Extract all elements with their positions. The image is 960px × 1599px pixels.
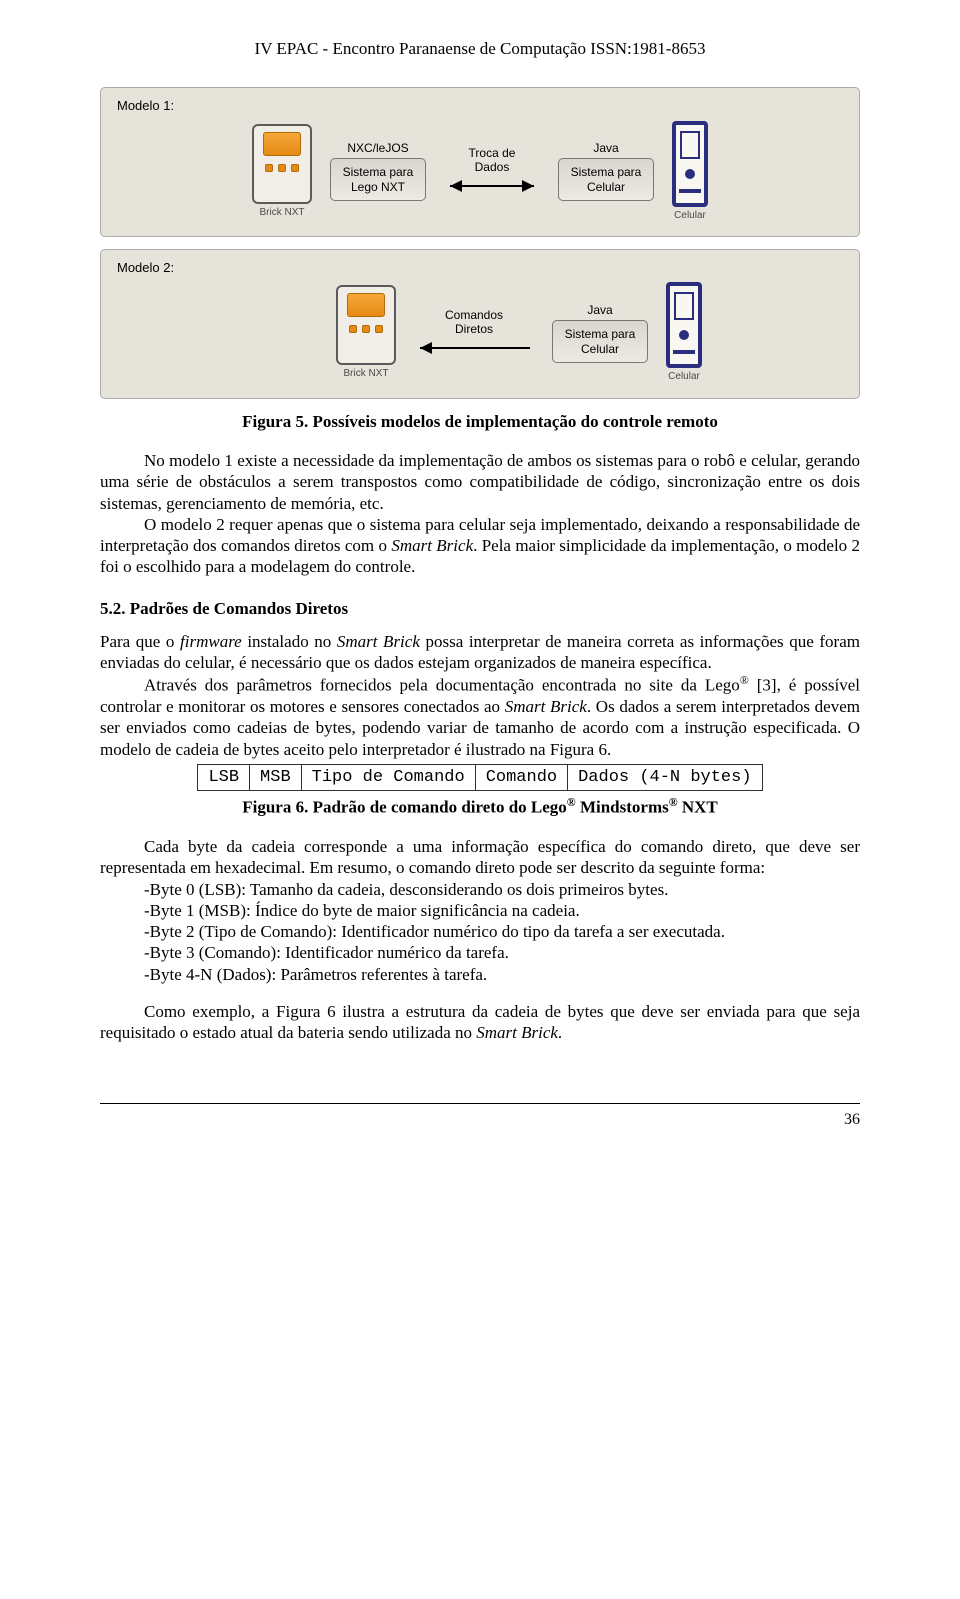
model1-label: Modelo 1: [117, 98, 843, 114]
bt-cell-3: Comando [475, 764, 567, 790]
nxt-caption-2: Brick NXT [344, 368, 389, 381]
p2b: Smart Brick [391, 536, 473, 555]
bt-cell-1: MSB [250, 764, 302, 790]
footer-rule [100, 1103, 860, 1104]
bt-cell-2: Tipo de Comando [301, 764, 475, 790]
brick-nxt-icon: Brick NXT [252, 124, 312, 220]
model2-panel: Modelo 2: Brick NXT Comandos Diretos [100, 249, 860, 399]
p4a: Através dos parâmetros fornecidos pela d… [144, 676, 740, 695]
arrow1-line2: Dados [475, 160, 510, 174]
byte-4: -Byte 4-N (Dados): Parâmetros referentes… [144, 964, 860, 985]
page-header: IV EPAC - Encontro Paranaense de Computa… [100, 38, 860, 59]
p6c: . [558, 1023, 562, 1042]
byte-0: -Byte 0 (LSB): Tamanho da cadeia, descon… [144, 879, 860, 900]
fig6c: NXT [678, 798, 718, 817]
byte-2: -Byte 2 (Tipo de Comando): Identificador… [144, 921, 860, 942]
bt-cell-4: Dados (4-N bytes) [568, 764, 762, 790]
cel-caption-2: Celular [668, 371, 700, 384]
sys-right-line1: Sistema para [571, 165, 642, 179]
fig6a: Figura 6. Padrão de comando direto do Le… [242, 798, 567, 817]
paragraph-2: O modelo 2 requer apenas que o sistema p… [100, 514, 860, 578]
p3a: Para que o [100, 632, 180, 651]
p6b: Smart Brick [476, 1023, 558, 1042]
model1-panel: Modelo 1: Brick NXT NXC/leJOS Sistema pa… [100, 87, 860, 237]
direct-commands-arrow-icon: Comandos Diretos [414, 309, 534, 357]
paragraph-6: Como exemplo, a Figura 6 ilustra a estru… [100, 1001, 860, 1044]
celular-icon: Celular [672, 121, 708, 223]
paragraph-3: Para que o firmware instalado no Smart B… [100, 631, 860, 674]
sys-right-top: Java [593, 141, 618, 156]
paragraph-5: Cada byte da cadeia corresponde a uma in… [100, 836, 860, 879]
system-lego-box: NXC/leJOS Sistema para Lego NXT [330, 141, 426, 201]
byte-list: -Byte 0 (LSB): Tamanho da cadeia, descon… [144, 879, 860, 985]
reg3: ® [669, 795, 678, 809]
system-celular-box-2: Java Sistema para Celular [552, 303, 648, 363]
arrow1-line1: Troca de [469, 146, 516, 160]
brick-nxt-icon-2: Brick NXT [336, 285, 396, 381]
sys-left-line2: Lego NXT [351, 180, 405, 194]
byte-1: -Byte 1 (MSB): Índice do byte de maior s… [144, 900, 860, 921]
figure5-caption: Figura 5. Possíveis modelos de implement… [100, 411, 860, 432]
sys2-right-top: Java [587, 303, 612, 318]
p3c: instalado no [242, 632, 337, 651]
paragraph-4: Através dos parâmetros fornecidos pela d… [100, 673, 860, 760]
sys-left-line1: Sistema para [343, 165, 414, 179]
sys2-right-line1: Sistema para [565, 327, 636, 341]
figure-5: Modelo 1: Brick NXT NXC/leJOS Sistema pa… [100, 87, 860, 399]
p4c: Smart Brick [505, 697, 587, 716]
data-exchange-arrow-icon: Troca de Dados [444, 147, 540, 195]
page-number: 36 [100, 1110, 860, 1130]
celular-icon-2: Celular [666, 282, 702, 384]
bt-cell-0: LSB [198, 764, 250, 790]
paragraph-1: No modelo 1 existe a necessidade da impl… [100, 450, 860, 514]
byte-table: LSB MSB Tipo de Comando Comando Dados (4… [100, 764, 860, 791]
p3d: Smart Brick [337, 632, 420, 651]
cel-caption: Celular [674, 210, 706, 223]
sys2-right-line2: Celular [581, 342, 619, 356]
fig6b: Mindstorms [576, 798, 669, 817]
figure6-caption: Figura 6. Padrão de comando direto do Le… [100, 795, 860, 818]
reg1: ® [740, 673, 749, 687]
p3b: firmware [180, 632, 242, 651]
sys-left-top: NXC/leJOS [347, 141, 408, 156]
byte-3: -Byte 3 (Comando): Identificador numéric… [144, 942, 860, 963]
arrow2-line2: Diretos [455, 322, 493, 336]
section-heading: 5.2. Padrões de Comandos Diretos [100, 598, 860, 619]
model1-row: Brick NXT NXC/leJOS Sistema para Lego NX… [117, 121, 843, 223]
sys-right-line2: Celular [587, 180, 625, 194]
arrow2-line1: Comandos [445, 308, 503, 322]
model2-label: Modelo 2: [117, 260, 843, 276]
nxt-caption: Brick NXT [260, 207, 305, 220]
reg2: ® [567, 795, 576, 809]
system-celular-box: Java Sistema para Celular [558, 141, 654, 201]
model2-row: Brick NXT Comandos Diretos [117, 282, 843, 384]
